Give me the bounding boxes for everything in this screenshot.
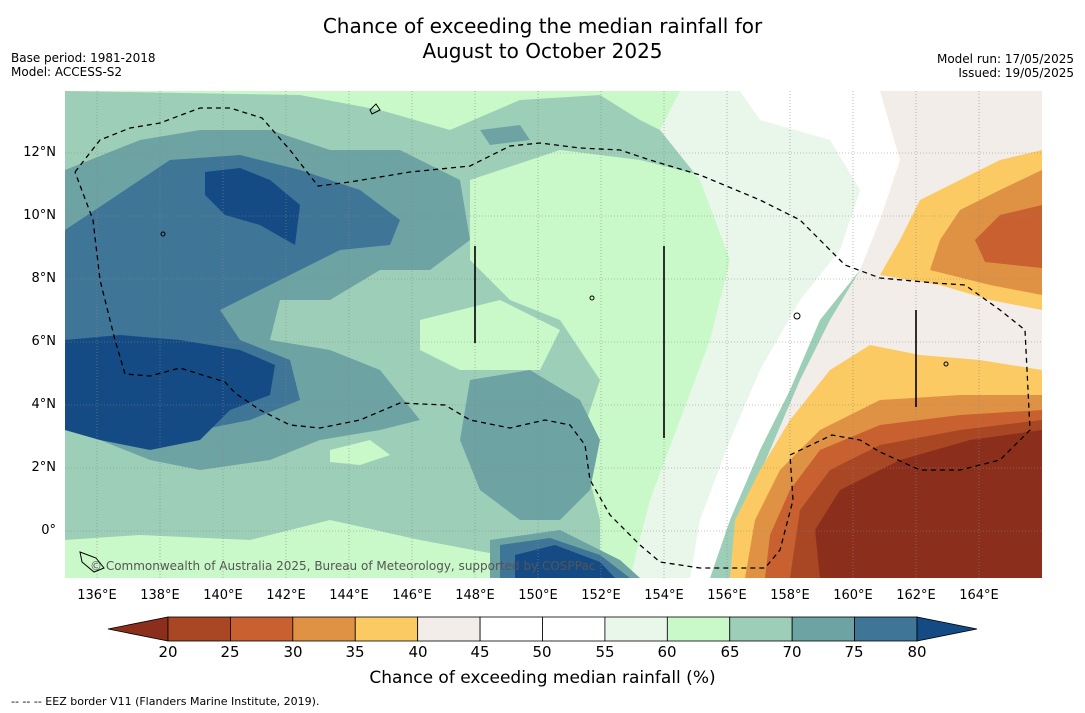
colorbar-segment-c45_50 bbox=[479, 616, 543, 642]
zone-60-65-islet-1 bbox=[330, 440, 390, 465]
zone-25-30 bbox=[975, 205, 1042, 268]
colorbar-tick-50: 50 bbox=[532, 643, 552, 661]
model-run-date: Model run: 17/05/2025 bbox=[936, 52, 1074, 66]
zone-60-65-south bbox=[65, 520, 540, 578]
colorbar-segment-c40_45 bbox=[417, 616, 481, 642]
colorbar-tick-55: 55 bbox=[595, 643, 615, 661]
colorbar-tick-65: 65 bbox=[720, 643, 740, 661]
copyright-notice: © Commonwealth of Australia 2025, Bureau… bbox=[90, 559, 596, 573]
zone-55-60 bbox=[630, 91, 900, 578]
colorbar-tick-60: 60 bbox=[657, 643, 677, 661]
lon-label-144e: 144°E bbox=[329, 588, 369, 603]
lon-label-162e: 162°E bbox=[896, 588, 936, 603]
lat-label-2n: 2°N bbox=[31, 460, 57, 475]
lat-label-8n: 8°N bbox=[31, 271, 57, 286]
colorbar-tick-25: 25 bbox=[220, 643, 240, 661]
colorbar-tick-40: 40 bbox=[408, 643, 428, 661]
colorbar-segment-c50_55 bbox=[542, 616, 606, 642]
colorbar-extend-low bbox=[107, 616, 169, 642]
colorbar-segment-c75_80 bbox=[854, 616, 918, 642]
title-line-2: August to October 2025 bbox=[422, 39, 663, 63]
lon-label-146e: 146°E bbox=[392, 588, 432, 603]
eez-border bbox=[74, 107, 1031, 569]
colorbar bbox=[107, 616, 978, 642]
base-period: Base period: 1981-2018 bbox=[11, 51, 156, 65]
colorbar-tick-20: 20 bbox=[158, 643, 178, 661]
lon-label-142e: 142°E bbox=[266, 588, 306, 603]
zone-70-75-center bbox=[460, 370, 600, 520]
island-outline bbox=[589, 295, 595, 301]
lon-label-136e: 136°E bbox=[77, 588, 117, 603]
zone-70-75-north bbox=[480, 125, 530, 145]
lon-label-156e: 156°E bbox=[707, 588, 747, 603]
model-info: Base period: 1981-2018 Model: ACCESS-S2 bbox=[11, 51, 156, 79]
state-boundaries bbox=[474, 246, 917, 438]
colorbar-segment-c70_75 bbox=[791, 616, 855, 642]
colorbar-segment-c20_25 bbox=[167, 616, 231, 642]
islands bbox=[79, 103, 949, 573]
graticule bbox=[65, 91, 1042, 578]
lon-label-140e: 140°E bbox=[203, 588, 243, 603]
colorbar-extend-high bbox=[916, 616, 978, 642]
island-outline bbox=[943, 361, 949, 367]
lon-label-154e: 154°E bbox=[644, 588, 684, 603]
colorbar-tick-75: 75 bbox=[844, 643, 864, 661]
model-name: Model: ACCESS-S2 bbox=[11, 65, 123, 79]
colorbar-tick-45: 45 bbox=[470, 643, 490, 661]
zone-above-80-west bbox=[65, 335, 275, 450]
lat-label-10n: 10°N bbox=[23, 208, 56, 223]
lon-label-138e: 138°E bbox=[140, 588, 180, 603]
lon-label-148e: 148°E bbox=[455, 588, 495, 603]
zone-60-65-center-west bbox=[420, 300, 560, 370]
lat-label-4n: 4°N bbox=[31, 397, 57, 412]
title-line-1: Chance of exceeding the median rainfall … bbox=[322, 14, 763, 38]
colorbar-segment-c35_40 bbox=[354, 616, 419, 642]
probability-field bbox=[65, 91, 1042, 578]
lon-label-150e: 150°E bbox=[518, 588, 558, 603]
colorbar-tick-35: 35 bbox=[345, 643, 365, 661]
island-outline bbox=[79, 551, 105, 573]
zone-60-65-north bbox=[65, 91, 860, 150]
lat-label-6n: 6°N bbox=[31, 334, 57, 349]
colorbar-tick-30: 30 bbox=[283, 643, 303, 661]
zone-above-80-north bbox=[205, 168, 300, 245]
zone-45-55 bbox=[690, 91, 920, 578]
lon-label-158e: 158°E bbox=[770, 588, 810, 603]
colorbar-segment-c25_30 bbox=[230, 616, 294, 642]
colorbar-tick-80: 80 bbox=[907, 643, 927, 661]
colorbar-title: Chance of exceeding median rainfall (%) bbox=[369, 668, 716, 688]
eez-footnote: -- -- -- EEZ border V11 (Flanders Marine… bbox=[11, 695, 320, 708]
lat-label-12n: 12°N bbox=[23, 145, 56, 160]
lon-label-160e: 160°E bbox=[833, 588, 873, 603]
colorbar-segment-c60_65 bbox=[666, 616, 731, 642]
map-title: Chance of exceeding the median rainfall … bbox=[0, 14, 1085, 64]
island-outline bbox=[793, 312, 801, 320]
lat-label-0: 0° bbox=[41, 523, 56, 538]
island-outline bbox=[369, 103, 381, 115]
colorbar-segment-c30_35 bbox=[292, 616, 356, 642]
zone-below-20 bbox=[815, 430, 1042, 578]
island-outline bbox=[160, 231, 166, 237]
lon-label-164e: 164°E bbox=[959, 588, 999, 603]
run-info: Model run: 17/05/2025 Issued: 19/05/2025 bbox=[937, 52, 1074, 80]
colorbar-tick-70: 70 bbox=[782, 643, 802, 661]
colorbar-segment-c55_60 bbox=[604, 616, 668, 642]
colorbar-segment-c65_70 bbox=[729, 616, 793, 642]
zone-above-80-south bbox=[515, 545, 615, 578]
issued-date: Issued: 19/05/2025 bbox=[958, 66, 1074, 80]
lon-label-152e: 152°E bbox=[581, 588, 621, 603]
